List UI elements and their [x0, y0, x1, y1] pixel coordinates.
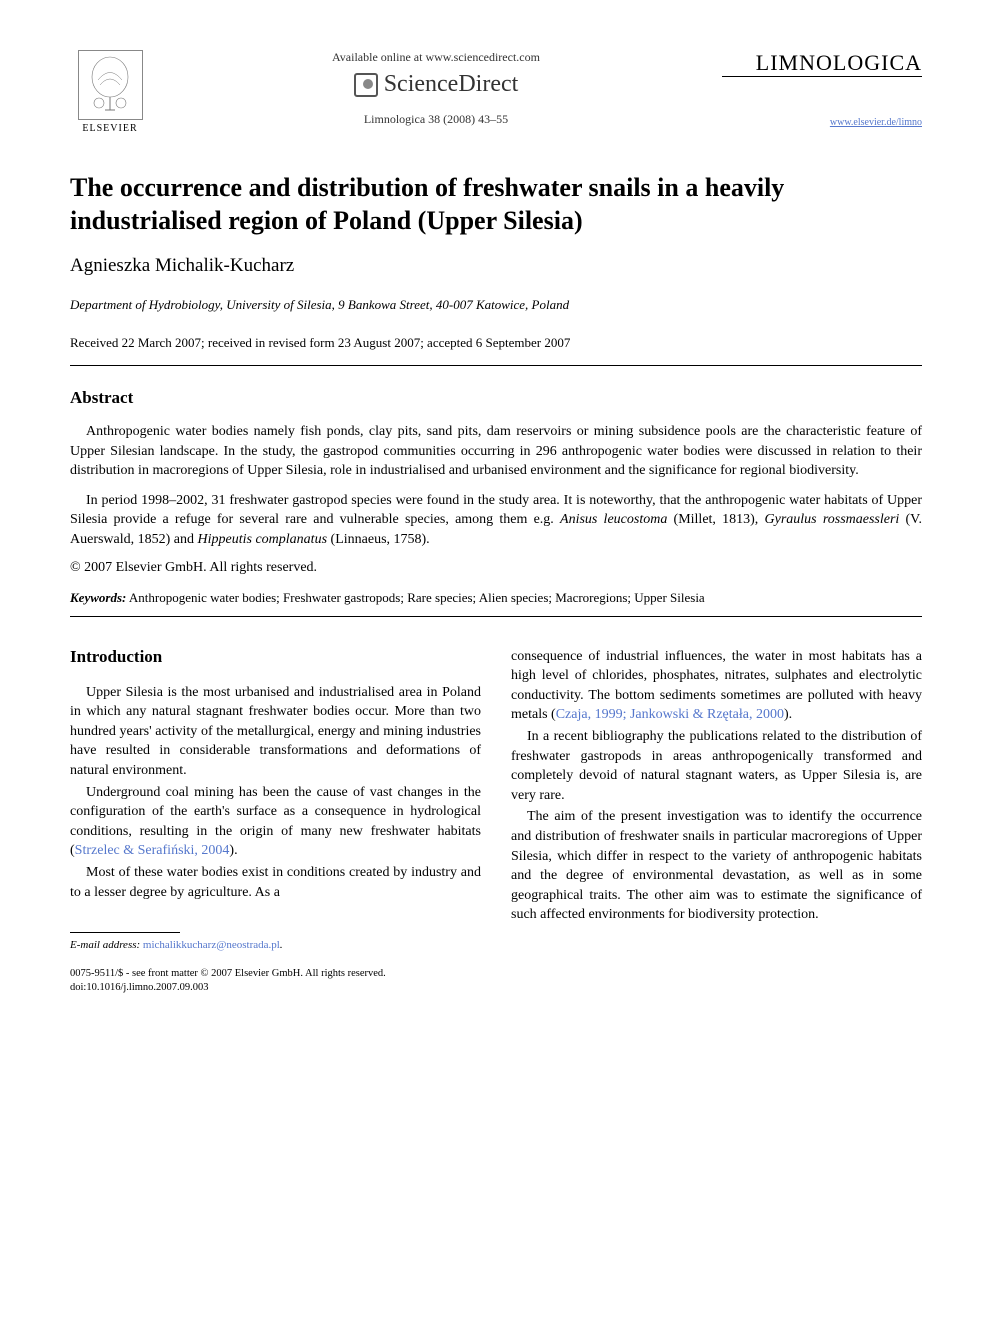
abstract-para-1: Anthropogenic water bodies namely fish p…	[70, 422, 922, 481]
keywords-line: Keywords: Anthropogenic water bodies; Fr…	[70, 590, 922, 606]
author-affiliation: Department of Hydrobiology, University o…	[70, 297, 922, 313]
journal-url-link[interactable]: www.elsevier.de/limno	[722, 117, 922, 128]
publisher-logo: ELSEVIER	[70, 50, 150, 134]
author-name: Agnieszka Michalik-Kucharz	[70, 255, 922, 277]
species-1-auth: (Millet, 1813),	[667, 512, 764, 527]
intro-para-3: Most of these water bodies exist in cond…	[70, 863, 481, 902]
journal-branding: LIMNOLOGICA www.elsevier.de/limno	[722, 50, 922, 128]
intro-para-2: Underground coal mining has been the cau…	[70, 783, 481, 861]
email-link[interactable]: michalikkucharz@neostrada.pl	[143, 939, 280, 951]
introduction-heading: Introduction	[70, 647, 481, 667]
intro-para-1: Upper Silesia is the most urbanised and …	[70, 683, 481, 781]
corresponding-email: E-mail address: michalikkucharz@neostrad…	[70, 939, 481, 951]
issn-line: 0075-9511/$ - see front matter © 2007 El…	[70, 967, 481, 981]
intro-p4-post: ).	[784, 707, 792, 722]
header-center: Available online at www.sciencedirect.co…	[150, 50, 722, 127]
platform-name: ScienceDirect	[384, 71, 519, 98]
column-left: Introduction Upper Silesia is the most u…	[70, 647, 481, 995]
two-column-body: Introduction Upper Silesia is the most u…	[70, 647, 922, 995]
citation-link-strzelec[interactable]: Strzelec & Serafiński, 2004	[75, 843, 230, 858]
intro-para-4: consequence of industrial influences, th…	[511, 647, 922, 725]
journal-rule	[722, 76, 922, 77]
publisher-name: ELSEVIER	[82, 123, 137, 134]
citation-link-czaja[interactable]: Czaja, 1999; Jankowski & Rzętała, 2000	[556, 707, 784, 722]
article-dates: Received 22 March 2007; received in revi…	[70, 335, 922, 351]
keywords-text: Anthropogenic water bodies; Freshwater g…	[126, 590, 704, 605]
species-3: Hippeutis complanatus	[198, 532, 328, 547]
abstract-heading: Abstract	[70, 388, 922, 408]
intro-p2-post: ).	[229, 843, 237, 858]
citation-line: Limnologica 38 (2008) 43–55	[150, 112, 722, 127]
column-right: consequence of industrial influences, th…	[511, 647, 922, 995]
available-online-text: Available online at www.sciencedirect.co…	[150, 50, 722, 65]
elsevier-tree-icon	[78, 50, 143, 120]
footnote-rule	[70, 932, 180, 933]
article-title: The occurrence and distribution of fresh…	[70, 172, 922, 237]
keywords-label: Keywords:	[70, 590, 126, 605]
abstract-para-2: In period 1998–2002, 31 freshwater gastr…	[70, 491, 922, 550]
footer-meta: 0075-9511/$ - see front matter © 2007 El…	[70, 967, 481, 994]
article-header: ELSEVIER Available online at www.science…	[70, 50, 922, 134]
journal-name: LIMNOLOGICA	[722, 50, 922, 76]
intro-para-6: The aim of the present investigation was…	[511, 807, 922, 925]
section-rule-bottom	[70, 616, 922, 617]
copyright-line: © 2007 Elsevier GmbH. All rights reserve…	[70, 560, 922, 576]
species-2: Gyraulus rossmaessleri	[765, 512, 900, 527]
doi-line: doi:10.1016/j.limno.2007.09.003	[70, 981, 481, 995]
species-1: Anisus leucostoma	[560, 512, 667, 527]
sciencedirect-icon	[354, 73, 378, 97]
section-rule-top	[70, 365, 922, 366]
email-label: E-mail address:	[70, 939, 140, 951]
platform-branding: ScienceDirect	[150, 71, 722, 98]
intro-para-5: In a recent bibliography the publication…	[511, 727, 922, 805]
species-3-auth: (Linnaeus, 1758).	[327, 532, 430, 547]
